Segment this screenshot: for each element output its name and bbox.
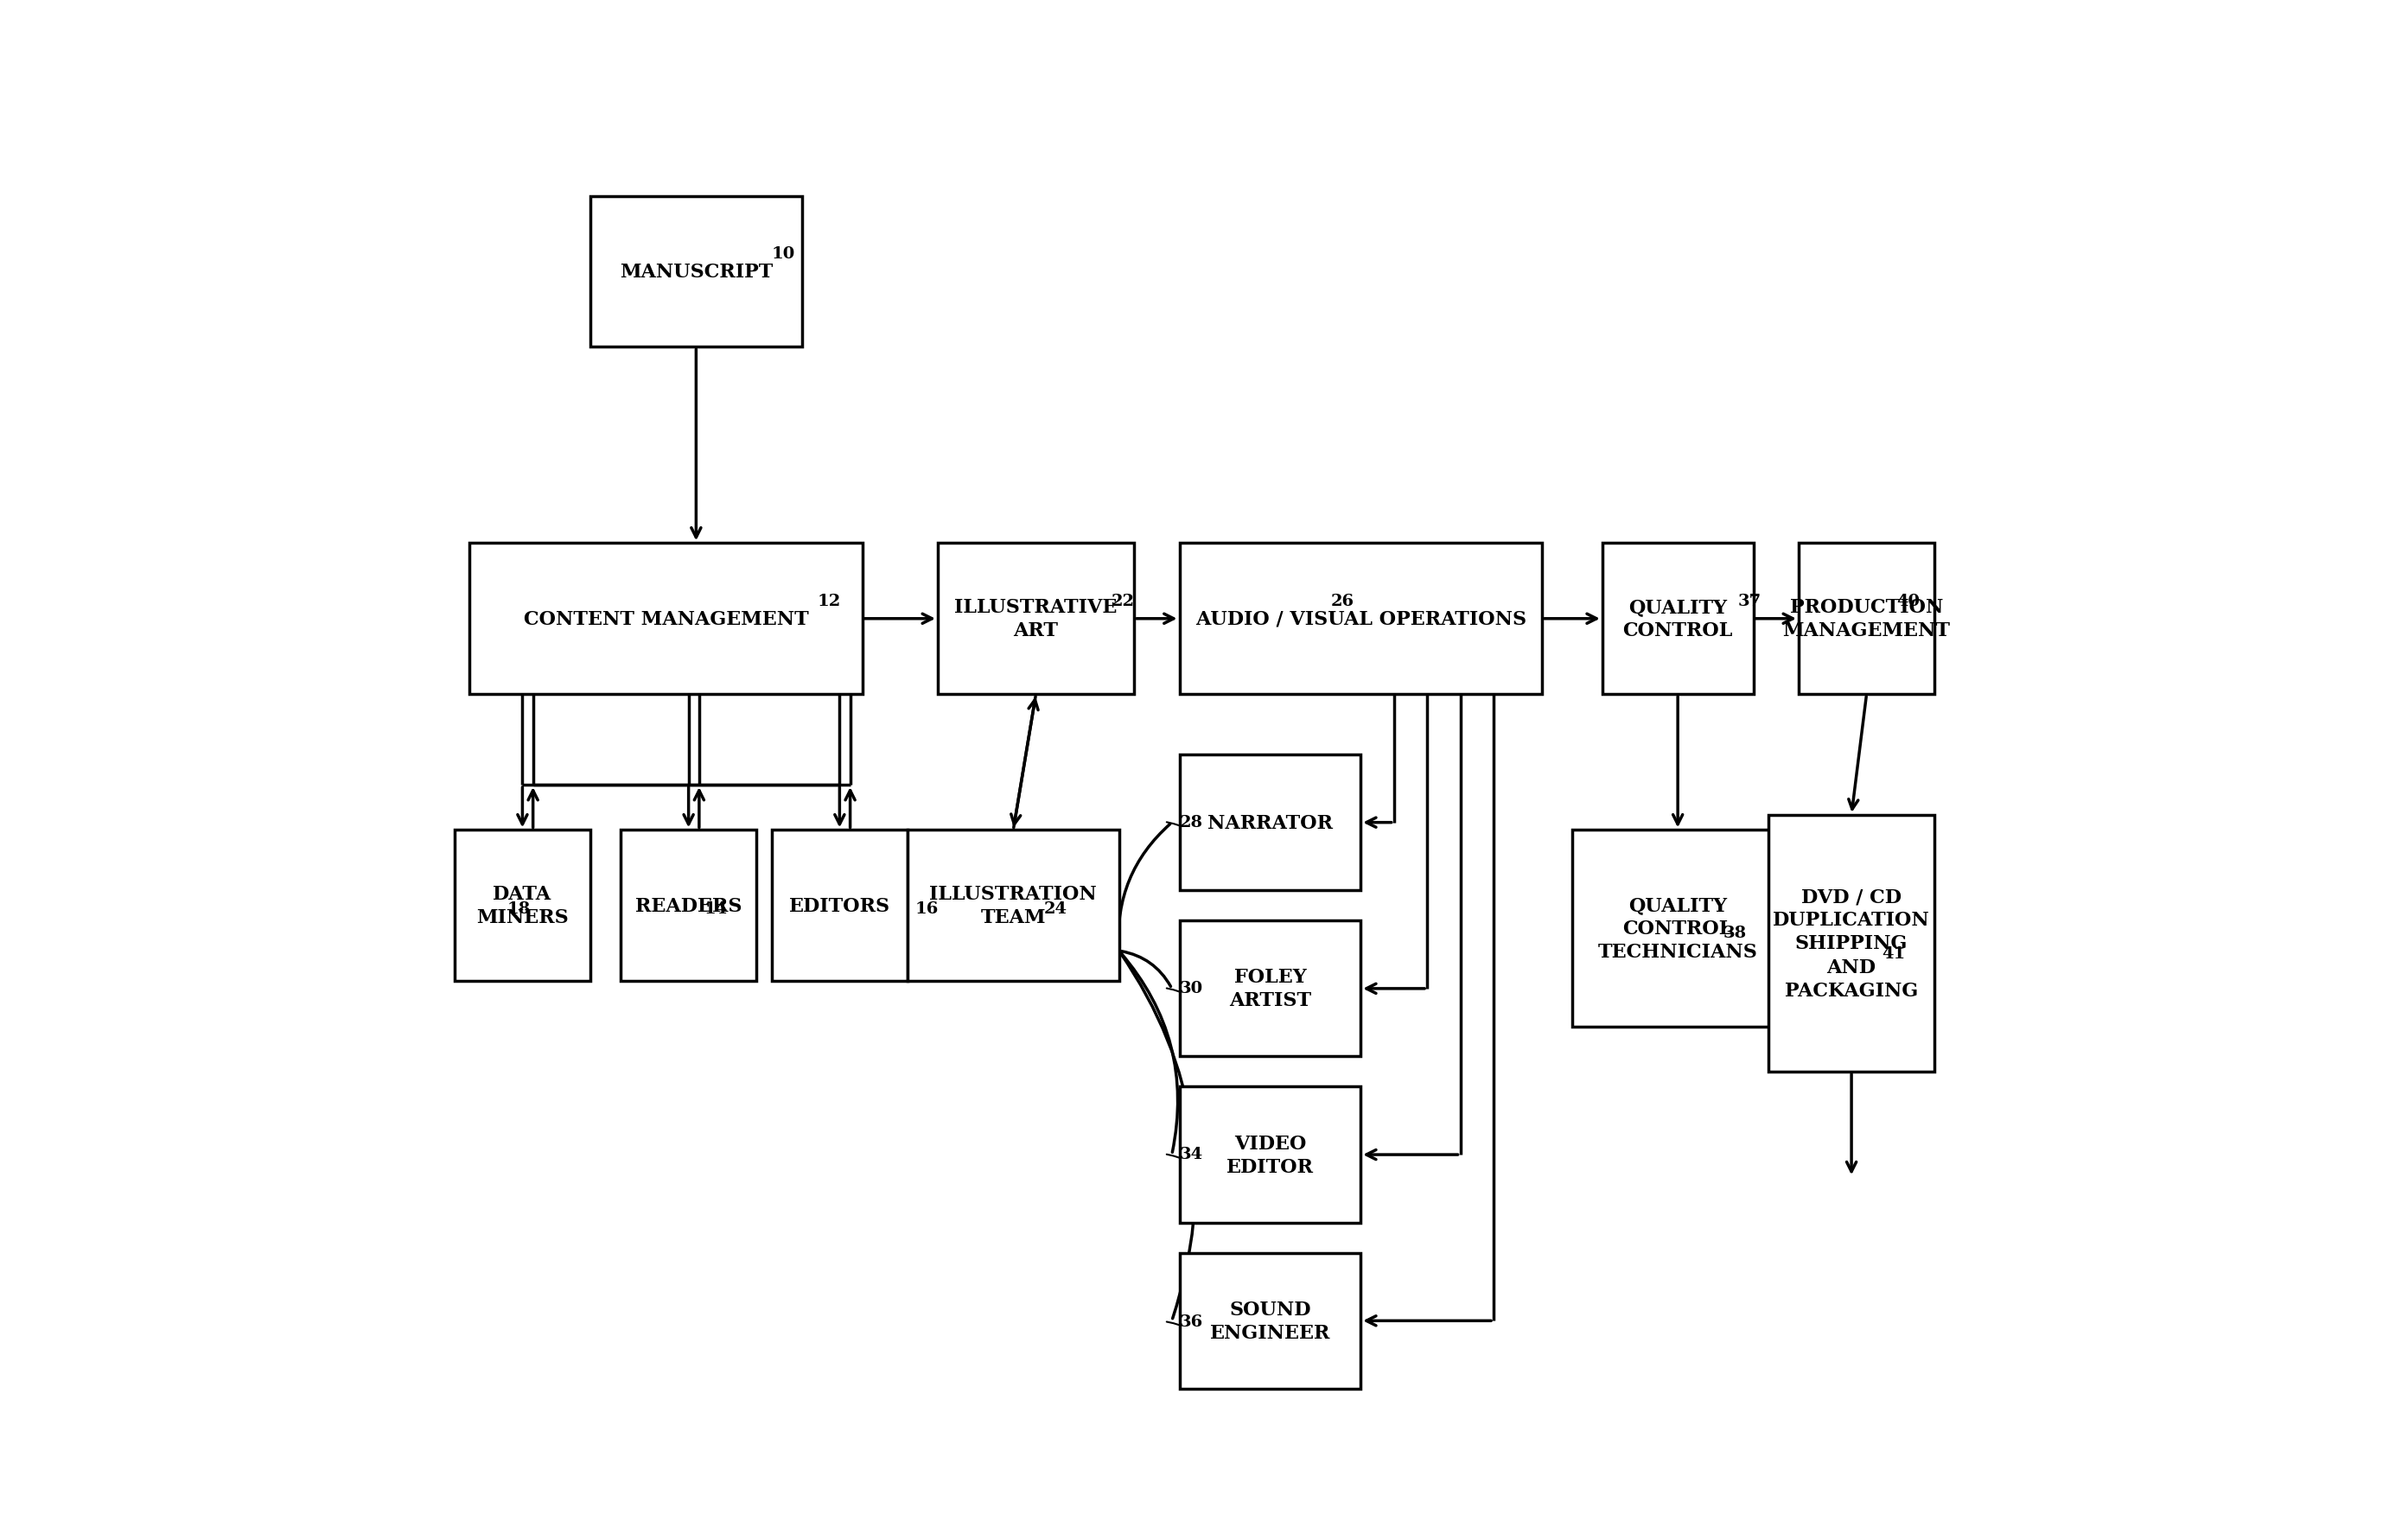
- FancyArrowPatch shape: [1120, 953, 1194, 1318]
- FancyArrowPatch shape: [1694, 935, 1715, 1024]
- Text: 34: 34: [1180, 1146, 1202, 1161]
- Text: CONTENT MANAGEMENT: CONTENT MANAGEMENT: [523, 610, 807, 628]
- FancyBboxPatch shape: [908, 830, 1118, 981]
- Text: 41: 41: [1883, 946, 1904, 961]
- Text: 26: 26: [1331, 593, 1355, 608]
- FancyArrowPatch shape: [719, 199, 755, 253]
- FancyBboxPatch shape: [1180, 544, 1541, 695]
- Text: 38: 38: [1722, 924, 1746, 941]
- Text: 14: 14: [705, 901, 726, 916]
- FancyArrowPatch shape: [1120, 952, 1171, 987]
- FancyBboxPatch shape: [590, 197, 803, 348]
- Text: 28: 28: [1180, 815, 1202, 830]
- Text: 40: 40: [1897, 593, 1921, 608]
- Text: PRODUCTION
MANAGEMENT: PRODUCTION MANAGEMENT: [1782, 598, 1949, 641]
- FancyBboxPatch shape: [1180, 1087, 1362, 1223]
- Text: NARRATOR: NARRATOR: [1206, 813, 1333, 832]
- FancyArrowPatch shape: [495, 910, 521, 979]
- Text: 10: 10: [772, 246, 796, 262]
- FancyArrowPatch shape: [1166, 1321, 1242, 1386]
- FancyBboxPatch shape: [471, 544, 862, 695]
- FancyArrowPatch shape: [1118, 824, 1171, 949]
- Text: EDITORS: EDITORS: [788, 896, 891, 915]
- FancyBboxPatch shape: [1799, 544, 1935, 695]
- Text: 22: 22: [1111, 593, 1135, 608]
- Text: 30: 30: [1180, 979, 1202, 996]
- Text: READERS: READERS: [635, 896, 743, 915]
- Text: DVD / CD
DUPLICATION
SHIPPING
AND
PACKAGING: DVD / CD DUPLICATION SHIPPING AND PACKAG…: [1773, 887, 1930, 999]
- FancyArrowPatch shape: [1871, 545, 1880, 599]
- Text: 16: 16: [915, 901, 939, 916]
- FancyArrowPatch shape: [1166, 1155, 1242, 1221]
- FancyArrowPatch shape: [1166, 989, 1242, 1055]
- FancyArrowPatch shape: [690, 910, 702, 979]
- FancyBboxPatch shape: [1768, 815, 1935, 1072]
- Text: 36: 36: [1180, 1314, 1204, 1329]
- Text: 18: 18: [506, 901, 530, 916]
- FancyBboxPatch shape: [1603, 544, 1754, 695]
- FancyBboxPatch shape: [939, 544, 1135, 695]
- Text: ILLUSTRATION
TEAM: ILLUSTRATION TEAM: [929, 884, 1097, 927]
- FancyArrowPatch shape: [1316, 545, 1350, 599]
- FancyBboxPatch shape: [454, 830, 590, 981]
- FancyArrowPatch shape: [712, 545, 800, 601]
- FancyArrowPatch shape: [1696, 547, 1720, 599]
- Text: 24: 24: [1044, 901, 1068, 916]
- Text: DATA
MINERS: DATA MINERS: [475, 884, 569, 927]
- FancyArrowPatch shape: [1861, 956, 1883, 1070]
- FancyBboxPatch shape: [1180, 1254, 1362, 1389]
- FancyBboxPatch shape: [772, 830, 908, 981]
- Text: 37: 37: [1739, 593, 1761, 608]
- FancyArrowPatch shape: [1058, 547, 1094, 601]
- FancyArrowPatch shape: [1120, 953, 1178, 1152]
- FancyBboxPatch shape: [1572, 830, 1785, 1027]
- Text: 12: 12: [817, 593, 841, 608]
- Text: QUALITY
CONTROL
TECHNICIANS: QUALITY CONTROL TECHNICIANS: [1598, 896, 1758, 961]
- Text: VIDEO
EDITOR: VIDEO EDITOR: [1226, 1133, 1314, 1177]
- FancyBboxPatch shape: [621, 830, 757, 981]
- Text: QUALITY
CONTROL: QUALITY CONTROL: [1622, 598, 1732, 641]
- Text: AUDIO / VISUAL OPERATIONS: AUDIO / VISUAL OPERATIONS: [1194, 610, 1527, 628]
- Text: MANUSCRIPT: MANUSCRIPT: [619, 262, 772, 282]
- FancyArrowPatch shape: [1166, 822, 1242, 889]
- FancyBboxPatch shape: [1180, 921, 1362, 1056]
- FancyArrowPatch shape: [1025, 912, 1037, 979]
- Text: FOLEY
ARTIST: FOLEY ARTIST: [1228, 967, 1312, 1010]
- FancyBboxPatch shape: [1180, 755, 1362, 890]
- Text: SOUND
ENGINEER: SOUND ENGINEER: [1209, 1300, 1331, 1341]
- FancyArrowPatch shape: [865, 912, 901, 979]
- Text: ILLUSTRATIVE
ART: ILLUSTRATIVE ART: [956, 598, 1118, 641]
